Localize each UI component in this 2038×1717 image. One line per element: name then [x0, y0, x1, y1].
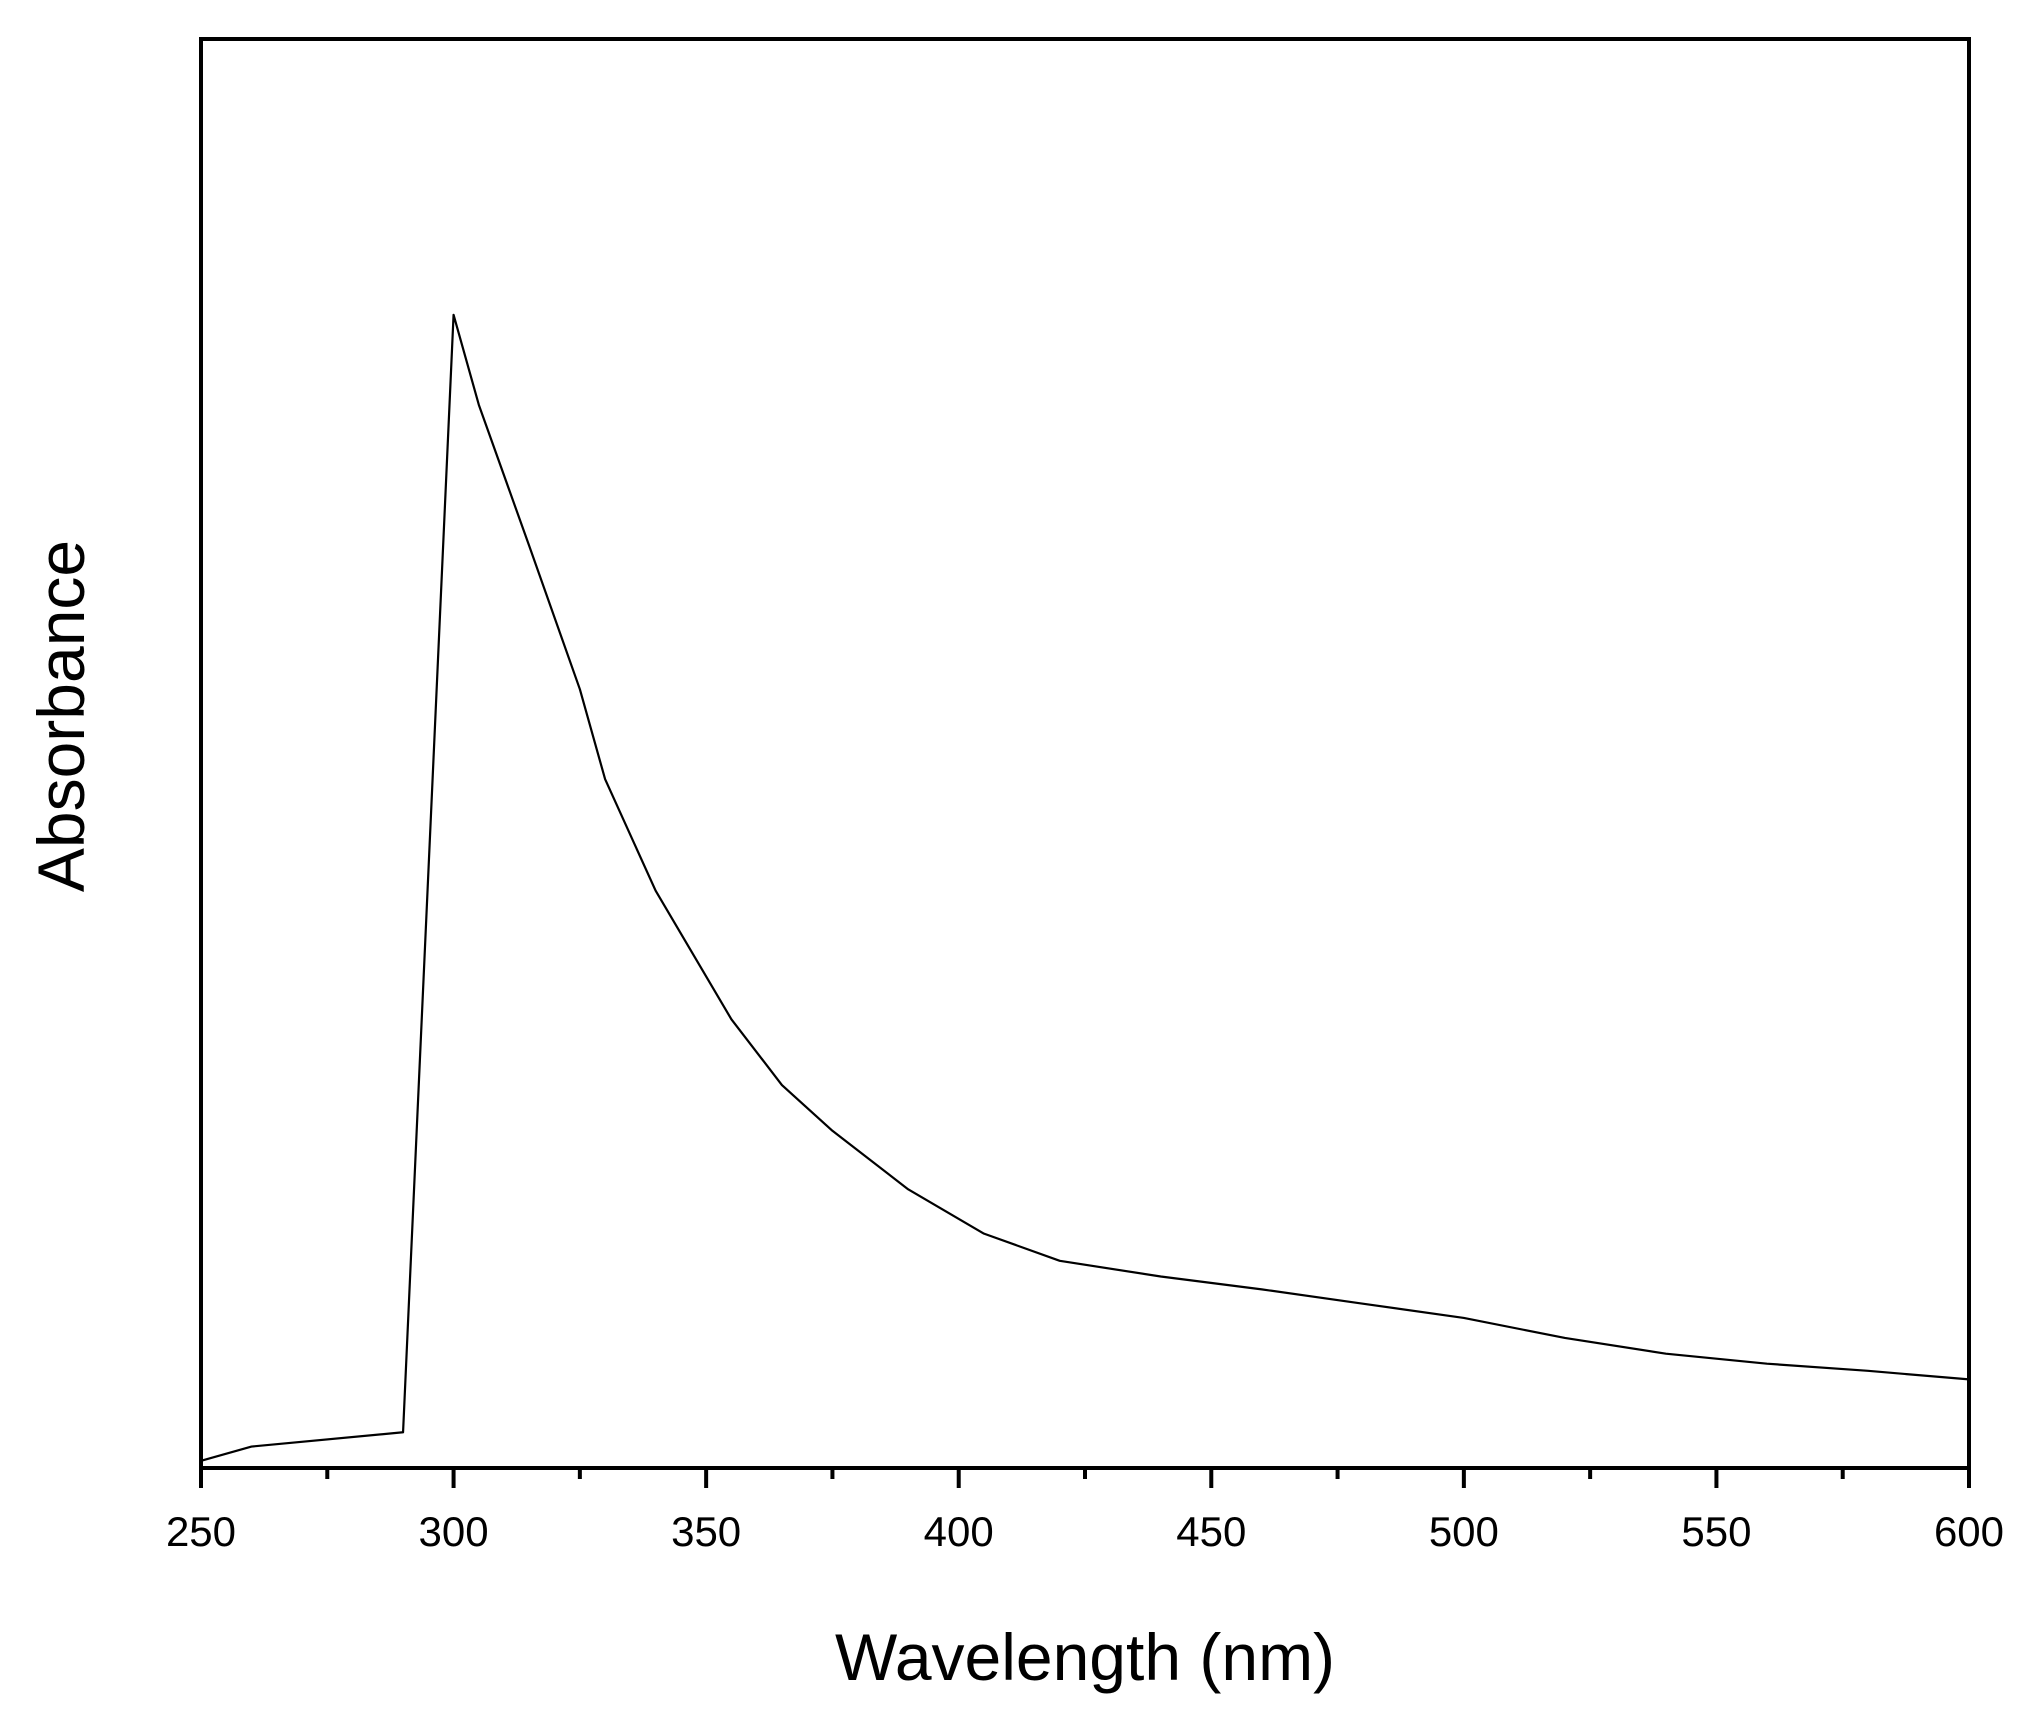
x-tick-label: 300	[419, 1508, 489, 1555]
x-tick-label: 550	[1681, 1508, 1751, 1555]
x-tick-label: 400	[924, 1508, 994, 1555]
x-tick-label: 250	[166, 1508, 236, 1555]
y-axis-title: Absorbance	[24, 540, 98, 892]
plot-frame	[199, 37, 1971, 1470]
x-tick-label: 500	[1429, 1508, 1499, 1555]
x-tick-label: 450	[1176, 1508, 1246, 1555]
x-tick-label: 350	[671, 1508, 741, 1555]
data-line	[200, 313, 1970, 1462]
x-tick-label: 600	[1934, 1508, 2004, 1555]
x-axis-title: Wavelength (nm)	[835, 1620, 1335, 1694]
